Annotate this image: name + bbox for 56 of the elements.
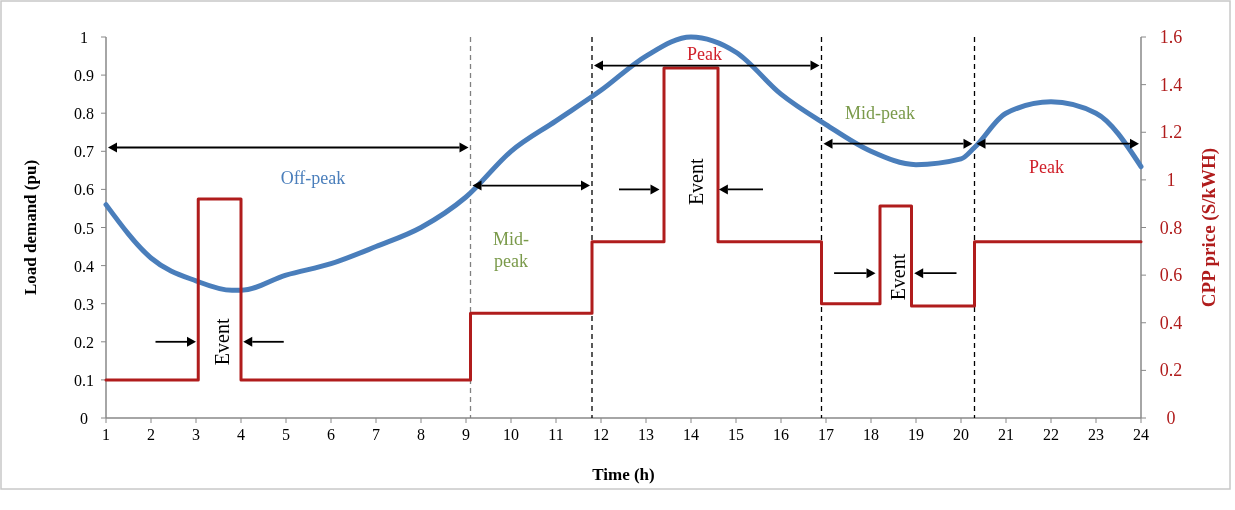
annotation: Peak <box>687 44 722 65</box>
x-tick-label: 4 <box>237 426 245 443</box>
y-tick-label: 0 <box>80 410 88 427</box>
line-series <box>104 66 1143 382</box>
annotation: Peak <box>1029 156 1064 177</box>
x-axis-title: Time (h) <box>592 465 655 484</box>
y-tick-label: 0.2 <box>74 333 94 351</box>
annotation: Mid-peak <box>845 103 915 124</box>
y-tick-label: 0.4 <box>74 257 94 275</box>
y2-tick-label: 1.2 <box>1159 122 1183 143</box>
annotation: Event <box>887 253 909 301</box>
x-tick-label: 12 <box>593 426 609 443</box>
y-tick-label: 0.7 <box>74 143 94 161</box>
y-tick-label: 1 <box>80 29 88 46</box>
x-tick-label: 20 <box>953 426 969 443</box>
y-axis-title: Load demand (pu) <box>21 159 40 296</box>
x-tick-label: 24 <box>1133 426 1149 443</box>
x-tick-label: 13 <box>638 426 654 443</box>
x-tick-label: 17 <box>818 426 834 443</box>
x-tick-label: 21 <box>998 426 1014 443</box>
y-tick-label: 0.5 <box>74 219 94 237</box>
x-tick-label: 1 <box>102 426 110 443</box>
x-tick-label: 19 <box>908 426 924 443</box>
y-tick-label: 0.8 <box>74 105 94 123</box>
y2-axis-title: CPP price (S/kWH) <box>1198 147 1220 308</box>
y-tick-label: 0.3 <box>74 295 94 313</box>
x-tick-label: 18 <box>863 426 879 443</box>
x-tick-label: 2 <box>147 426 155 443</box>
x-tick-label: 16 <box>773 426 789 443</box>
annotation: Event <box>684 158 707 206</box>
annotation: Off-peak <box>280 167 346 188</box>
x-tick-label: 7 <box>372 426 380 443</box>
x-tick-label: 5 <box>282 426 290 443</box>
x-tick-label: 3 <box>192 426 200 443</box>
y2-tick-label: 0.4 <box>1159 312 1183 333</box>
y-tick-label: 0.9 <box>74 67 94 85</box>
y2-tick-label: 1.4 <box>1159 74 1183 95</box>
y-tick-label: 0.6 <box>74 181 94 199</box>
x-tick-label: 15 <box>728 426 744 443</box>
x-tick-label: 10 <box>503 426 519 443</box>
y2-tick-label: 0.8 <box>1159 217 1183 238</box>
x-tick-label: 14 <box>683 426 699 443</box>
y2-tick-label: 0.6 <box>1159 265 1183 286</box>
y2-tick-label: 1.6 <box>1159 27 1183 47</box>
x-tick-label: 23 <box>1088 426 1104 443</box>
y2-tick-label: 1 <box>1166 169 1176 190</box>
x-tick-label: 22 <box>1043 426 1059 443</box>
x-tick-label: 9 <box>462 426 470 443</box>
x-tick-label: 11 <box>548 426 564 443</box>
annotation: Mid- peak <box>493 229 530 272</box>
x-tick-label: 6 <box>327 426 335 443</box>
y-tick-label: 0.1 <box>74 371 94 389</box>
y2-tick-label: 0 <box>1166 408 1176 428</box>
y2-tick-label: 0.2 <box>1159 360 1183 381</box>
x-tick-label: 8 <box>417 426 425 443</box>
annotation: Event <box>211 318 234 366</box>
